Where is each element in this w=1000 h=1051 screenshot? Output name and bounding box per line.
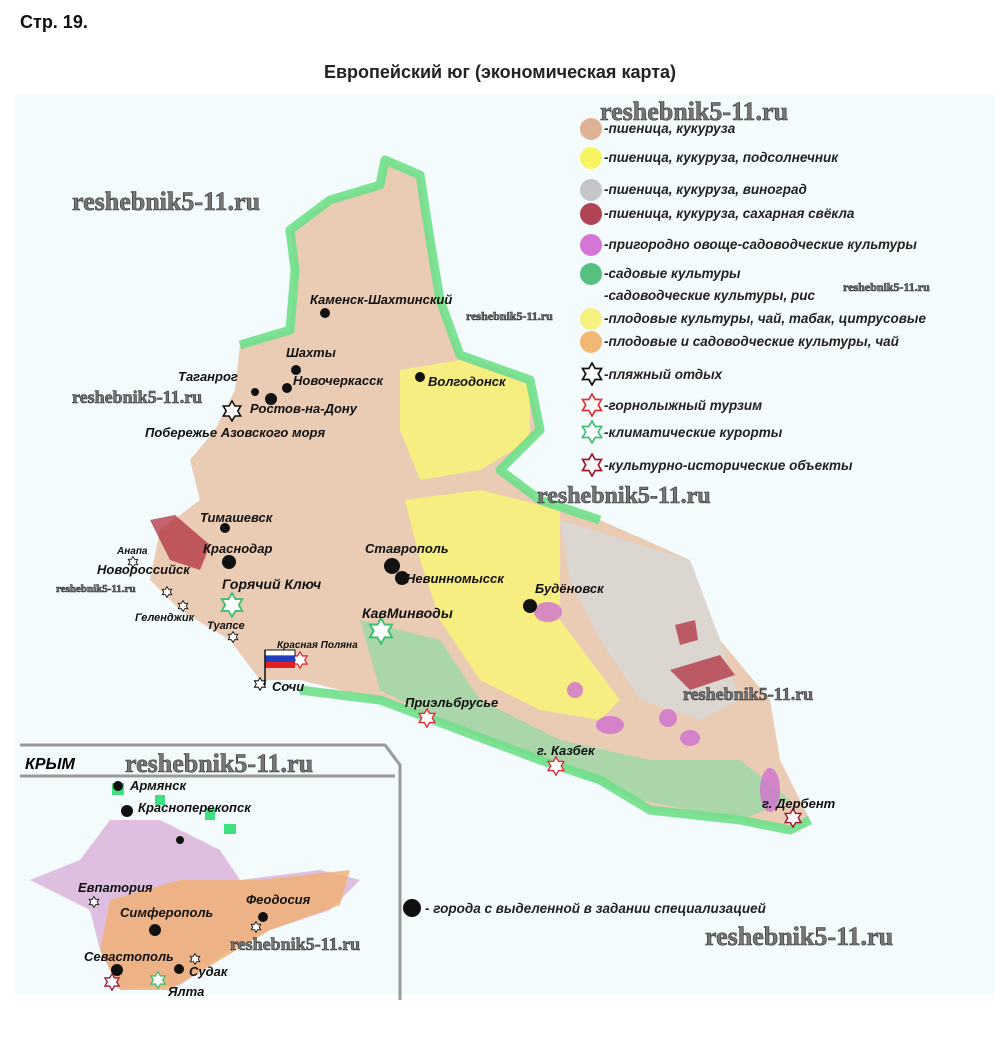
city-label-stavropol: Ставрополь bbox=[365, 541, 449, 556]
region-suburban-vegetables bbox=[534, 602, 780, 812]
cities-legend-dot bbox=[403, 899, 421, 917]
city-dot-nevinnomyssk bbox=[395, 571, 409, 585]
city-dot-timashevsk bbox=[220, 523, 230, 533]
city-label-kavminvody: КавМинводы bbox=[362, 605, 453, 621]
legend-swatch bbox=[580, 147, 602, 169]
map-title: Европейский юг (экономическая карта) bbox=[323, 62, 677, 82]
legend-label: -пшеница, кукуруза, виноград bbox=[604, 182, 807, 197]
region-sugar-beet bbox=[150, 515, 735, 690]
cities-legend-label: - города с выделенной в задании специали… bbox=[425, 901, 767, 916]
city-dot-simferopol bbox=[149, 924, 161, 936]
city-label-feodosia: Феодосия bbox=[246, 892, 311, 907]
city-label-anapa: Анапа bbox=[116, 546, 148, 557]
legend-swatch bbox=[580, 203, 602, 225]
city-label-kamensk: Каменск-Шахтинский bbox=[310, 292, 452, 307]
watermark: reshebnik5-11.ru bbox=[72, 187, 260, 216]
city-label-simferopol: Симферополь bbox=[120, 905, 213, 920]
legend-label: -плодовые культуры, чай, табак, цитрусов… bbox=[604, 311, 926, 326]
city-label-novorossiysk: Новороссийск bbox=[97, 562, 191, 577]
watermark: reshebnik5-11.ru bbox=[537, 483, 711, 509]
legend-swatch bbox=[580, 234, 602, 256]
watermark: reshebnik5-11.ru bbox=[466, 309, 553, 323]
region-sunflower bbox=[400, 360, 620, 720]
crimea-title: КРЫМ bbox=[25, 756, 76, 773]
city-label-goryachy: Горячий Ключ bbox=[222, 576, 321, 592]
city-label-timashevsk: Тимашевск bbox=[200, 510, 274, 525]
legend-label: -плодовые и садоводческие культуры, чай bbox=[604, 334, 900, 349]
watermark: reshebnik5-11.ru bbox=[600, 97, 788, 126]
city-label-nevinnomyssk: Невинномысск bbox=[406, 571, 505, 586]
region-border bbox=[238, 155, 813, 835]
city-dot-krasnoperekopsk bbox=[121, 805, 133, 817]
city-label-sochi: Сочи bbox=[272, 679, 304, 694]
city-dot-kamensk bbox=[320, 308, 330, 318]
watermark: reshebnik5-11.ru bbox=[125, 749, 313, 778]
legend-swatch bbox=[580, 308, 602, 330]
watermark: reshebnik5-11.ru bbox=[705, 922, 893, 951]
city-dot-novocherkassk bbox=[282, 383, 292, 393]
watermark: reshebnik5-11.ru bbox=[72, 387, 202, 407]
city-label-shakhty: Шахты bbox=[286, 345, 336, 360]
city-dot-budyonnovsk bbox=[523, 599, 537, 613]
city-label-sudak: Судак bbox=[189, 964, 229, 979]
russian-flag-icon bbox=[264, 649, 296, 685]
city-dot-rostov bbox=[265, 393, 277, 405]
legend-label: -культурно-исторические объекты bbox=[604, 458, 853, 473]
city-dot-taganrog bbox=[251, 388, 259, 396]
legend-label: -пшеница, кукуруза, сахарная свёкла bbox=[604, 206, 855, 221]
city-label-taganrog: Таганрог bbox=[178, 369, 238, 384]
legend-label: -пляжный отдых bbox=[604, 367, 723, 382]
city-label-sevastopol: Севастополь bbox=[84, 949, 174, 964]
city-label-budyonnovsk: Будёновск bbox=[535, 581, 605, 596]
legend-label: -горнолыжный турзим bbox=[604, 398, 762, 413]
legend-label: -пригородно овоще-садоводческие культуры bbox=[604, 237, 917, 252]
city-dot-sudak bbox=[174, 964, 184, 974]
city-dot-volgodonsk bbox=[415, 372, 425, 382]
city-label-armyansk: Армянск bbox=[129, 778, 188, 793]
city-label-evpatoria: Евпатория bbox=[78, 880, 153, 895]
crimea-inset: КРЫМ bbox=[20, 743, 402, 1000]
legend-label: -пшеница, кукуруза bbox=[604, 121, 736, 136]
legend-label: -пшеница, кукуруза, подсолнечник bbox=[604, 150, 839, 165]
legend-label: -садоводческие культуры, рис bbox=[604, 288, 815, 303]
city-label-azov: Побережье Азовского моря bbox=[145, 425, 325, 440]
legend-swatch bbox=[580, 331, 602, 353]
watermark: reshebnik5-11.ru bbox=[230, 934, 360, 954]
city-dot-stavropol bbox=[384, 558, 400, 574]
city-label-rostov: Ростов-на-Дону bbox=[250, 401, 358, 416]
city-dot-shakhty bbox=[291, 365, 301, 375]
city-label-novocherkassk: Новочеркасск bbox=[293, 373, 384, 388]
city-label-krasnoperekopsk: Красноперекопск bbox=[138, 800, 252, 815]
watermark: reshebnik5-11.ru bbox=[683, 684, 813, 704]
city-label-elbrus: Приэльбрусье bbox=[405, 695, 498, 710]
page-label: Стр. 19. bbox=[20, 12, 88, 32]
city-dot-feodosia bbox=[258, 912, 268, 922]
city-label-yalta: Ялта bbox=[167, 984, 204, 999]
city-label-krasnodar: Краснодар bbox=[203, 541, 272, 556]
legend-label: -климатические курорты bbox=[604, 425, 783, 440]
watermark: reshebnik5-11.ru bbox=[843, 280, 930, 294]
city-label-gelendzhik: Геленджик bbox=[135, 612, 196, 624]
legend-label: -садовые культуры bbox=[604, 266, 741, 281]
city-label-kazbek: г. Казбек bbox=[537, 743, 596, 758]
city-label-volgodonsk: Волгодонск bbox=[428, 374, 507, 389]
map-legend: -пшеница, кукуруза -пшеница, кукуруза, по… bbox=[580, 118, 926, 477]
watermark: reshebnik5-11.ru bbox=[56, 583, 136, 595]
city-dot-krasnodar bbox=[222, 555, 236, 569]
city-label-krasnaya-polyana: Красная Поляна bbox=[277, 640, 358, 651]
legend-swatch bbox=[580, 179, 602, 201]
region-gardens bbox=[360, 620, 790, 820]
city-dot-sevastopol bbox=[111, 964, 123, 976]
city-dot-armyansk bbox=[113, 781, 123, 791]
legend-swatch bbox=[580, 263, 602, 285]
city-label-derbent: г. Дербент bbox=[762, 796, 836, 811]
city-label-tuapse: Туапсе bbox=[207, 620, 245, 632]
city-dots bbox=[111, 308, 537, 976]
city-dot bbox=[176, 836, 184, 844]
legend-swatch bbox=[580, 118, 602, 140]
